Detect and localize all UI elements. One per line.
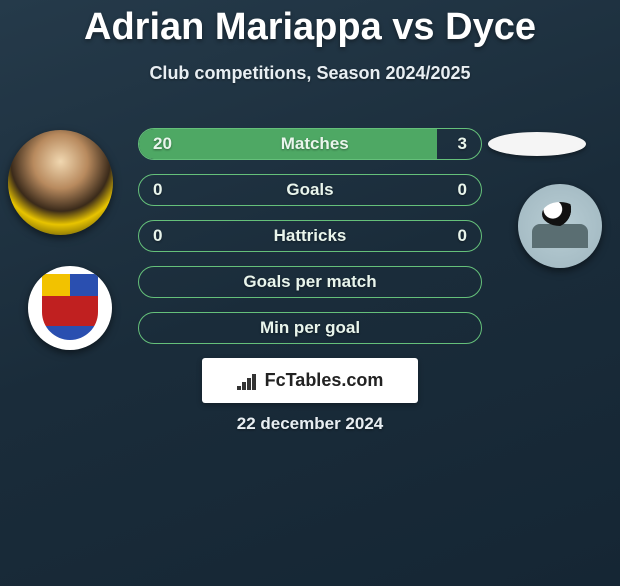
stat-right-value: 0	[458, 226, 467, 246]
stat-label: Hattricks	[162, 226, 457, 246]
stat-label: Goals per match	[243, 272, 376, 292]
brand-text: FcTables.com	[265, 370, 384, 391]
stat-label: Goals	[162, 180, 457, 200]
stat-right-value: 3	[458, 134, 467, 154]
stat-row-gpm: Goals per match	[138, 266, 482, 298]
stat-row-mpg: Min per goal	[138, 312, 482, 344]
stat-row-hattricks: 0 Hattricks 0	[138, 220, 482, 252]
stat-label: Min per goal	[260, 318, 360, 338]
stat-left-value: 0	[153, 180, 162, 200]
stat-row-matches: 20 Matches 3	[138, 128, 482, 160]
stat-row-goals: 0 Goals 0	[138, 174, 482, 206]
stat-left-value: 0	[153, 226, 162, 246]
stats-panel: 20 Matches 3 0 Goals 0 0 Hattricks 0 Goa…	[138, 128, 482, 358]
club-badge-right	[518, 184, 602, 268]
player-avatar-right	[488, 132, 586, 156]
club-badge-left	[28, 266, 112, 350]
bar-chart-icon	[237, 372, 259, 390]
stat-left-value: 20	[153, 134, 172, 154]
page-title: Adrian Mariappa vs Dyce	[0, 6, 620, 49]
date-label: 22 december 2024	[0, 414, 620, 434]
brand-box: FcTables.com	[202, 358, 418, 403]
stat-label: Matches	[172, 134, 458, 154]
subtitle: Club competitions, Season 2024/2025	[0, 63, 620, 84]
stat-right-value: 0	[458, 180, 467, 200]
player-avatar-left	[8, 130, 113, 235]
